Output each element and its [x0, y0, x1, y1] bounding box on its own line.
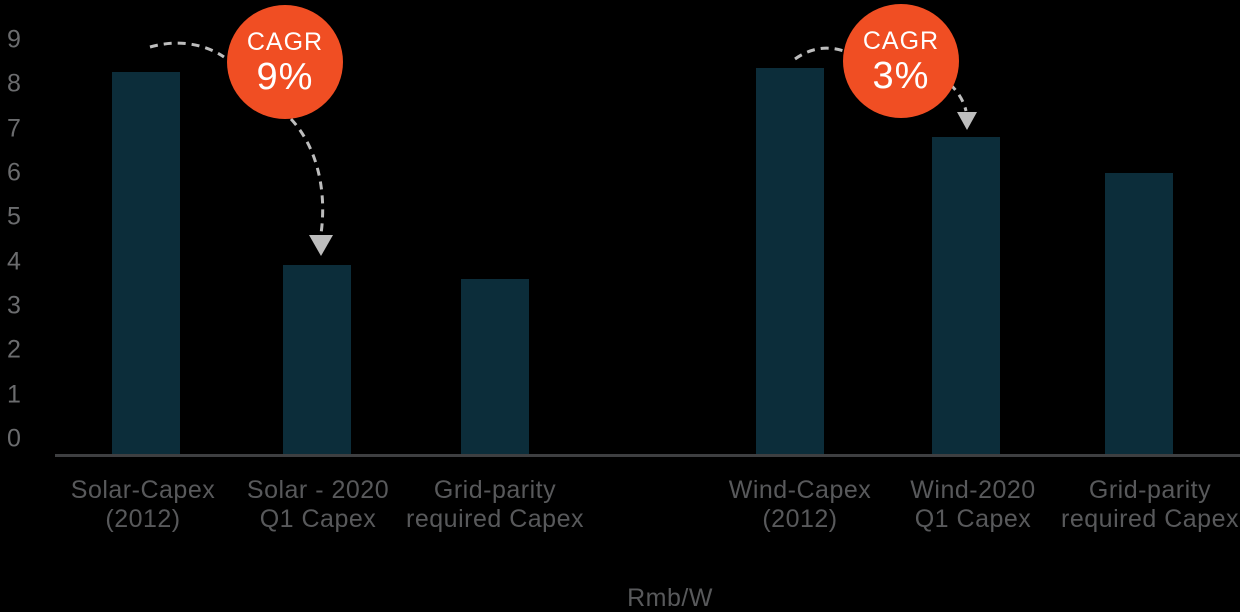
solar-cagr-value: 9% — [256, 56, 314, 98]
wind-arrow-in-curve — [794, 46, 845, 61]
category-label-line2: Q1 Capex — [259, 505, 377, 533]
bar-wind-3 — [756, 67, 824, 454]
y-axis-tick-label: 8 — [7, 69, 22, 98]
bar-solar-0 — [112, 72, 180, 454]
bar-wind-4 — [932, 136, 1000, 454]
y-axis-tick-label: 1 — [7, 380, 22, 409]
bar-wind-5 — [1105, 173, 1173, 454]
category-label-line1: Grid-parity — [1088, 476, 1212, 504]
bar-solar-1 — [283, 265, 351, 454]
solar-arrow-in-curve — [149, 41, 225, 59]
axis-unit-label: Rmb/W — [627, 584, 713, 612]
wind-cagr-label: CAGR — [862, 27, 940, 55]
category-label-line2: (2012) — [105, 505, 181, 533]
category-label-line1: Wind-Capex — [728, 476, 872, 504]
y-axis-tick-label: 6 — [7, 158, 22, 187]
solar-arrowhead-icon — [309, 235, 333, 256]
category-label-line2: required Capex — [406, 505, 584, 533]
wind-arrow-out-curve — [948, 82, 968, 112]
y-axis-tick-label: 7 — [7, 114, 22, 143]
category-label-line1: Grid-parity — [433, 476, 557, 504]
wind-cagr-value: 3% — [872, 55, 930, 97]
category-label-line2: required Capex — [1061, 505, 1239, 533]
wind-arrowhead-icon — [957, 112, 977, 130]
y-axis-tick-label: 9 — [7, 25, 22, 54]
x-axis-category-label: Grid-parity required Capex — [406, 476, 584, 534]
bar-solar-2 — [461, 279, 529, 454]
x-axis-line — [55, 454, 1240, 457]
x-axis-category-label: Wind-2020 Q1 Capex — [910, 476, 1035, 534]
x-axis-category-label: Wind-Capex (2012) — [729, 476, 872, 534]
category-label-line1: Wind-2020 — [910, 476, 1036, 504]
solar-arrow-out-curve — [289, 117, 325, 235]
category-label-line2: (2012) — [762, 505, 838, 533]
wind-cagr-badge: CAGR 3% — [843, 4, 959, 118]
y-axis-tick-label: 3 — [7, 291, 22, 320]
x-axis-category-label: Grid-parity required Capex — [1061, 476, 1239, 534]
solar-cagr-label: CAGR — [246, 28, 324, 56]
x-axis-category-label: Solar-Capex (2012) — [71, 476, 215, 534]
y-axis-tick-label: 4 — [7, 247, 22, 276]
y-axis-tick-label: 5 — [7, 202, 22, 231]
y-axis-tick-label: 2 — [7, 335, 22, 364]
y-axis-tick-label: 0 — [7, 424, 22, 453]
category-label-line1: Solar-Capex — [70, 476, 216, 504]
category-label-line2: Q1 Capex — [914, 505, 1032, 533]
x-axis-category-label: Solar - 2020 Q1 Capex — [247, 476, 389, 534]
solar-cagr-badge: CAGR 9% — [227, 5, 343, 119]
category-label-line1: Solar - 2020 — [246, 476, 390, 504]
